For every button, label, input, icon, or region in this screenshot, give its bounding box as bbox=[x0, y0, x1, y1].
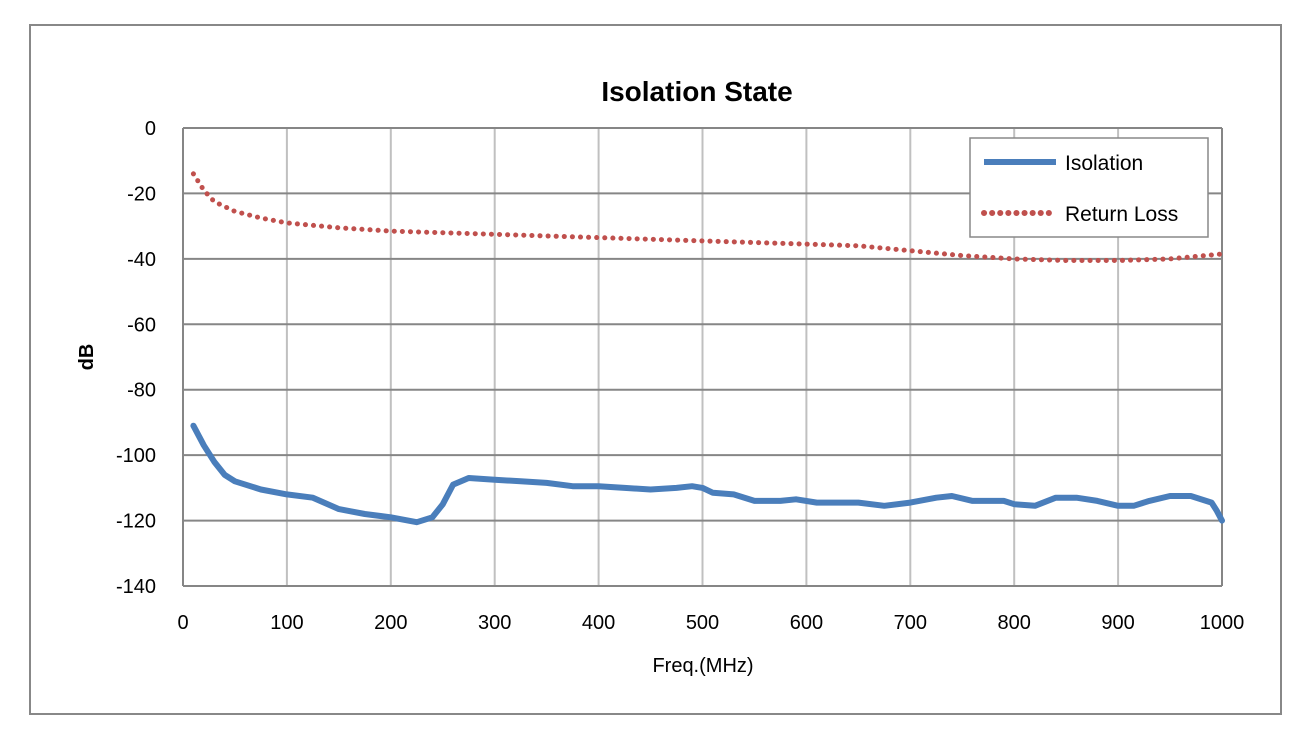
y-tick-label: -80 bbox=[127, 380, 156, 402]
x-tick-label: 900 bbox=[1101, 612, 1134, 634]
x-tick-label: 500 bbox=[686, 612, 719, 634]
x-tick-label: 700 bbox=[894, 612, 927, 634]
y-tick-label: -40 bbox=[127, 249, 156, 271]
legend-isolation-label: Isolation bbox=[1065, 152, 1143, 175]
y-tick-label: 0 bbox=[145, 118, 156, 140]
y-tick-label: -20 bbox=[127, 183, 156, 205]
series-isolation bbox=[190, 422, 1225, 526]
x-axis-label: Freq.(MHz) bbox=[652, 655, 753, 677]
y-axis-label: dB bbox=[76, 344, 98, 371]
x-tick-label: 0 bbox=[177, 612, 188, 634]
chart-title: Isolation State bbox=[601, 76, 792, 107]
y-tick-label: -100 bbox=[116, 445, 156, 467]
y-tick-label: -140 bbox=[116, 576, 156, 598]
series-return-loss bbox=[190, 171, 1225, 263]
y-tick-label: -60 bbox=[127, 314, 156, 336]
x-tick-label: 800 bbox=[998, 612, 1031, 634]
y-tick-label: -120 bbox=[116, 511, 156, 533]
x-tick-label: 1000 bbox=[1200, 612, 1245, 634]
chart-frame bbox=[29, 24, 1282, 715]
x-tick-label: 200 bbox=[374, 612, 407, 634]
legend-return-loss-label: Return Loss bbox=[1065, 203, 1178, 226]
legend: Isolation Return Loss bbox=[969, 137, 1209, 238]
x-tick-label: 600 bbox=[790, 612, 823, 634]
x-tick-label: 400 bbox=[582, 612, 615, 634]
x-tick-label: 300 bbox=[478, 612, 511, 634]
x-tick-label: 100 bbox=[270, 612, 303, 634]
